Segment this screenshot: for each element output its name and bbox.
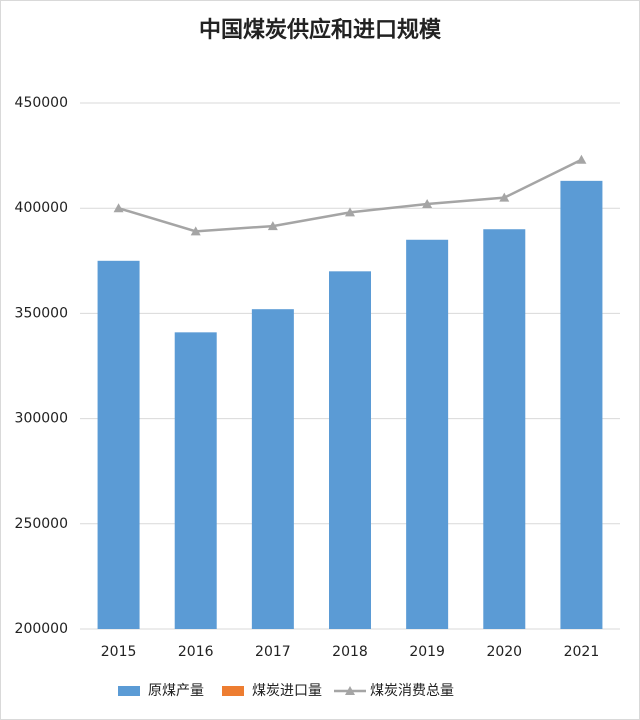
- legend-swatch: [222, 686, 244, 696]
- y-tick-label: 200000: [15, 621, 68, 637]
- legend-marker: [345, 686, 355, 695]
- x-tick-label: 2017: [255, 644, 291, 660]
- line-marker: [422, 198, 433, 208]
- legend-label: 原煤产量: [148, 683, 204, 699]
- bar: [483, 229, 526, 630]
- line-marker: [190, 226, 201, 236]
- x-tick-label: 2018: [332, 644, 368, 660]
- y-tick-label: 350000: [15, 305, 68, 321]
- line-marker: [576, 154, 587, 164]
- bar: [560, 180, 603, 629]
- x-tick-label: 2015: [101, 644, 137, 660]
- bar: [406, 239, 449, 629]
- line-marker: [499, 192, 510, 202]
- legend-label: 煤炭进口量: [252, 683, 322, 699]
- line-marker: [345, 207, 355, 217]
- legend-swatch: [118, 686, 140, 696]
- legend-label: 煤炭消费总量: [370, 683, 454, 699]
- line-marker: [267, 221, 278, 231]
- chart-title: 中国煤炭供应和进口规模: [199, 17, 442, 43]
- x-tick-label: 2019: [409, 644, 445, 660]
- bar: [251, 309, 294, 629]
- bar: [329, 271, 371, 629]
- line-marker: [113, 203, 124, 213]
- y-tick-label: 400000: [15, 200, 68, 216]
- bar: [97, 260, 140, 629]
- x-tick-label: 2020: [486, 644, 522, 660]
- bar: [174, 332, 217, 629]
- y-tick-label: 250000: [15, 516, 68, 532]
- y-tick-label: 300000: [15, 411, 68, 427]
- x-tick-label: 2016: [178, 644, 214, 660]
- y-tick-label: 450000: [15, 95, 68, 111]
- x-tick-label: 2021: [564, 644, 600, 660]
